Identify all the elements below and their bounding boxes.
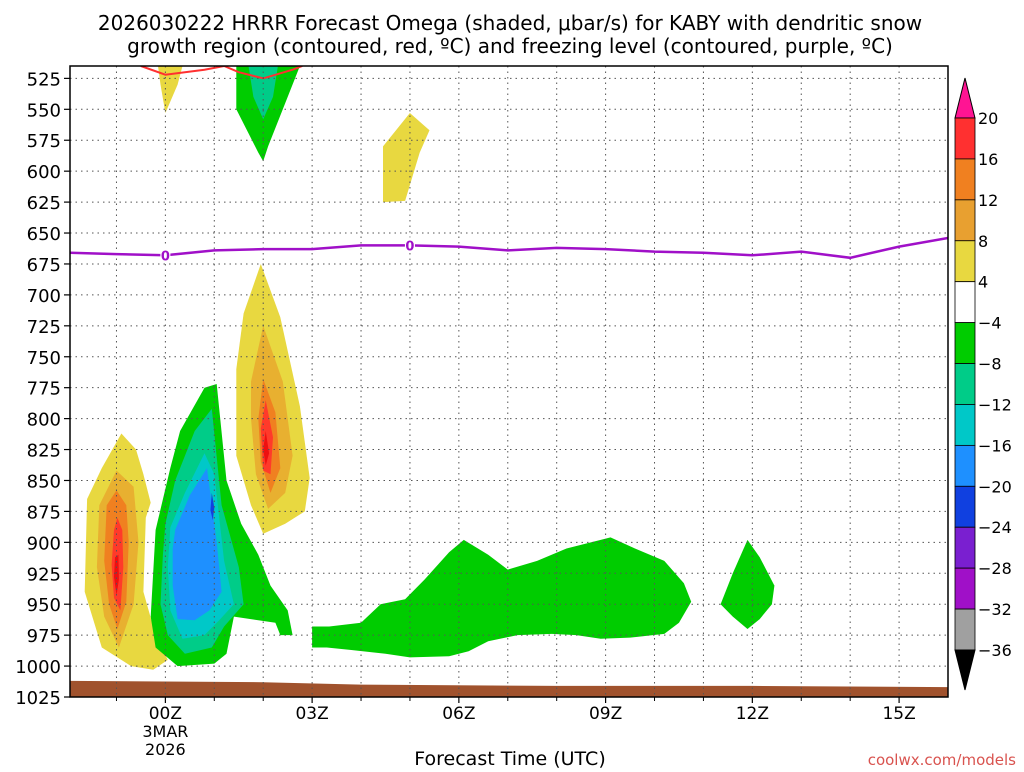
colorbar-band-12 [954, 608, 976, 651]
y-tick-label-20: 1025 [15, 688, 61, 709]
colorbar-band-9 [954, 485, 976, 528]
colorbar-label-5: −4 [978, 314, 1002, 333]
colorbar-bottom-arrow [954, 649, 976, 691]
y-tick-label-4: 625 [27, 193, 61, 214]
x-tick-label-0: 00Z [149, 704, 182, 724]
x-tick-label-5: 15Z [882, 704, 915, 724]
y-tick-label-12: 825 [27, 441, 61, 462]
plot-frame [69, 65, 949, 698]
colorbar-label-10: −24 [978, 518, 1012, 537]
colorbar-label-0: 20 [978, 109, 998, 128]
axes: 525 550 575 600 625 650 675 700 725 750 775 800 825 8… [15, 65, 949, 759]
omega-region-0 [158, 66, 183, 113]
omega-region-19 [312, 537, 692, 658]
grid [70, 66, 948, 697]
y-tick-label-3: 600 [27, 162, 61, 183]
freezing-level-line [70, 236, 948, 260]
colorbar-band-5 [954, 322, 976, 364]
colorbar-label-1: 16 [978, 150, 998, 169]
colorbar-band-11 [954, 567, 976, 610]
omega-region-13 [210, 492, 215, 521]
colorbar-label-9: −20 [978, 477, 1012, 496]
x-tick-sublabel-date-0: 3MAR [142, 722, 188, 741]
y-tick-label-8: 725 [27, 317, 61, 338]
freezing-level-label-1: 0 [405, 239, 414, 254]
y-tick-label-13: 850 [27, 471, 61, 492]
y-tick-label-18: 975 [27, 626, 61, 647]
y-tick-label-5: 650 [27, 224, 61, 245]
omega-region-1 [236, 66, 300, 162]
x-tick-label-2: 06Z [442, 704, 475, 724]
x-tick-label-4: 12Z [736, 704, 769, 724]
y-tick-label-9: 750 [27, 348, 61, 369]
credit-text: coolwx.com/models [868, 751, 1016, 768]
colorbar-band-8 [954, 444, 976, 487]
y-tick-label-6: 675 [27, 255, 61, 276]
x-tick-label-1: 03Z [295, 704, 328, 724]
y-tick-label-7: 700 [27, 286, 61, 307]
y-tick-label-1: 550 [27, 100, 61, 121]
colorbar-band-2 [954, 199, 976, 242]
colorbar-band-10 [954, 526, 976, 569]
colorbar: 20 16 12 8 4 −4 −8 −12 −16 −20 −24 −28 −32 −36 [954, 77, 1012, 691]
chart-title-line2: growth region (contoured, red, ºC) and f… [127, 34, 893, 58]
freezing-level: 00 [70, 236, 948, 264]
colorbar-band-7 [954, 404, 976, 446]
ground-surface [70, 680, 948, 697]
colorbar-label-13: −36 [978, 641, 1012, 660]
colorbar-band-3 [954, 240, 976, 283]
omega-region-3 [383, 113, 430, 203]
omega-region-8 [114, 554, 119, 596]
colorbar-band-0 [954, 117, 976, 160]
dgz-contour-0 [140, 66, 225, 76]
y-tick-label-16: 925 [27, 564, 61, 585]
y-tick-label-14: 875 [27, 502, 61, 523]
x-tick-label-3: 09Z [589, 704, 622, 724]
colorbar-label-6: −8 [978, 355, 1002, 374]
omega-region-20 [720, 539, 775, 629]
omega-region-2 [248, 66, 278, 120]
y-tick-label-15: 900 [27, 533, 61, 554]
colorbar-band-6 [954, 363, 976, 405]
freezing-level-label-bg-0 [160, 247, 171, 263]
freezing-level-label-bg-1 [404, 237, 415, 253]
y-tick-label-10: 775 [27, 379, 61, 400]
colorbar-label-4: 4 [978, 273, 988, 292]
colorbar-label-3: 8 [978, 232, 988, 251]
colorbar-label-2: 12 [978, 191, 998, 210]
colorbar-label-11: −28 [978, 559, 1012, 578]
y-tick-label-17: 950 [27, 595, 61, 616]
colorbar-top-arrow [954, 77, 976, 119]
chart-title-line1: 2026030222 HRRR Forecast Omega (shaded, … [98, 11, 922, 35]
colorbar-band-1 [954, 158, 976, 201]
colorbar-label-8: −16 [978, 436, 1012, 455]
colorbar-label-7: −12 [978, 395, 1012, 414]
y-tick-label-0: 525 [27, 69, 61, 90]
plot-area: 00 [70, 66, 948, 697]
x-axis-label: Forecast Time (UTC) [414, 748, 605, 768]
y-tick-label-19: 1000 [15, 657, 61, 678]
omega-shading [70, 66, 948, 697]
y-tick-label-11: 800 [27, 410, 61, 431]
omega-region-12 [172, 468, 222, 621]
colorbar-label-12: −32 [978, 600, 1012, 619]
y-tick-label-2: 575 [27, 131, 61, 152]
x-tick-sublabel-year-0: 2026 [145, 740, 186, 759]
colorbar-band-4 [954, 281, 976, 324]
freezing-level-label-0: 0 [161, 249, 170, 264]
omega-region-18 [263, 431, 270, 466]
